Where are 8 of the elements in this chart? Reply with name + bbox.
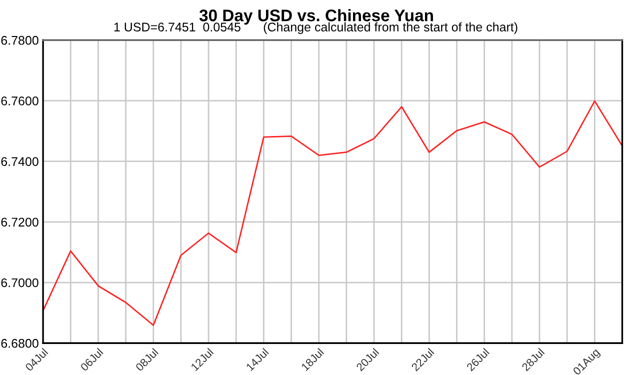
y-tick-label: 6.6800 (1, 338, 38, 348)
y-tick-label: 6.7000 (1, 278, 38, 288)
y-tick-label: 6.7800 (1, 36, 38, 45)
y-tick-label: 6.7600 (1, 96, 38, 106)
y-tick-label: 6.7200 (1, 218, 38, 227)
y-tick-label: 6.7400 (1, 157, 38, 166)
line-series (43, 100, 622, 326)
chart-subtitle: 1 USD=6.7451 0.0545 (114, 22, 240, 32)
